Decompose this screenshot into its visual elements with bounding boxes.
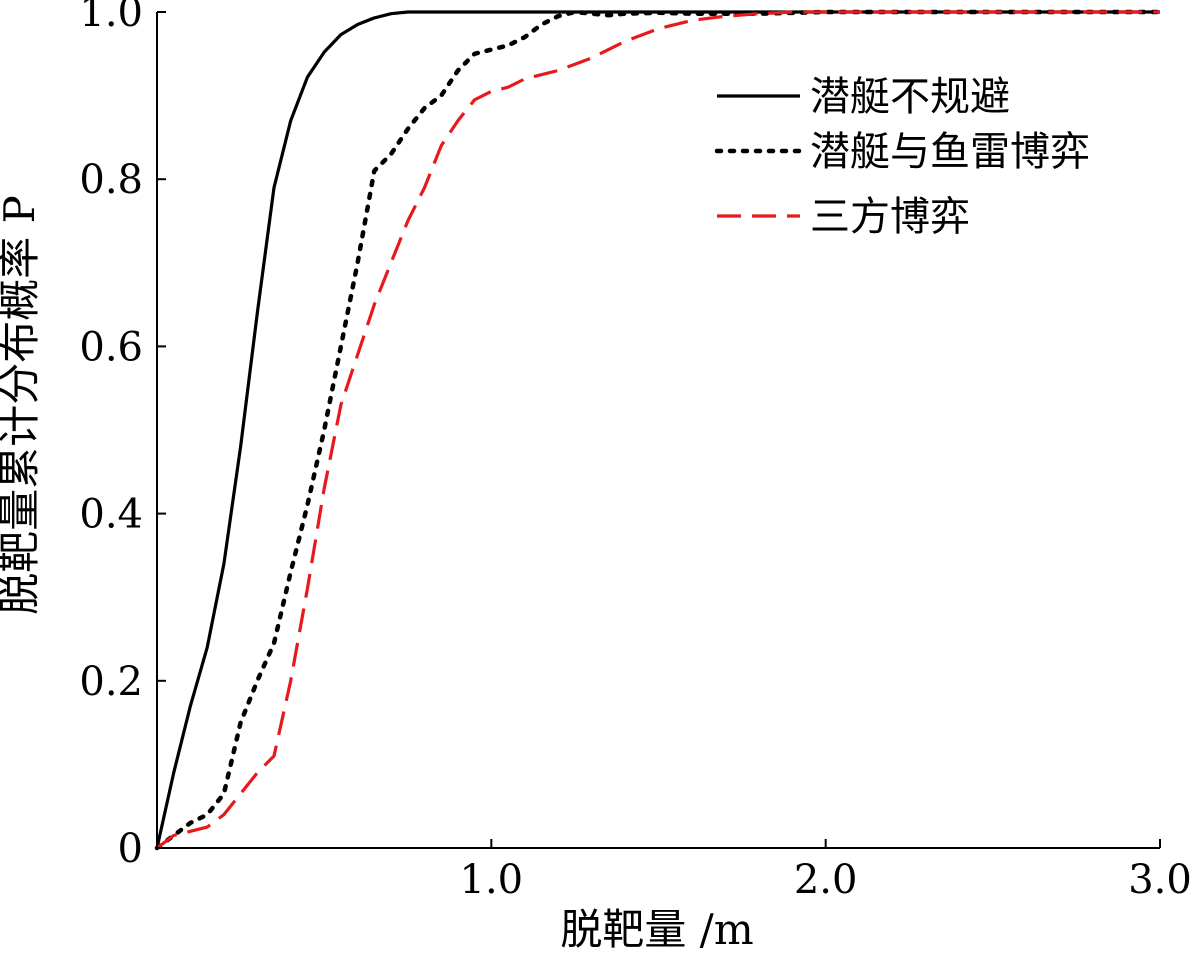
legend-label-2: 潜艇与鱼雷博弈 [810,129,1090,175]
x-axis-label: 脱靶量 /m [560,905,753,954]
legend-label-1: 潜艇不规避 [810,74,1010,120]
series-line-2 [154,9,1163,851]
ticks: 0 0.2 0.4 0.6 0.8 1.0 1.0 2.0 3.0 [79,0,1191,903]
x-tick-label: 2.0 [794,857,858,903]
series-line-3 [156,10,1160,850]
axes [156,12,1160,849]
y-tick-label: 1.0 [79,0,143,36]
series-line-1 [155,10,1160,849]
y-tick-label: 0.4 [79,492,143,538]
x-tick-label: 1.0 [460,857,524,903]
y-tick-label: 0.6 [79,324,143,370]
x-tick-label: 3.0 [1128,857,1192,903]
y-tick-label: 0 [118,826,143,872]
plot-area [154,9,1163,851]
y-tick-label: 0.8 [79,157,143,203]
legend-label-3: 三方博弈 [810,194,970,240]
y-axis-label: 脱靶量累计分布概率 P [0,195,44,615]
y-tick-label: 0.2 [79,659,143,705]
